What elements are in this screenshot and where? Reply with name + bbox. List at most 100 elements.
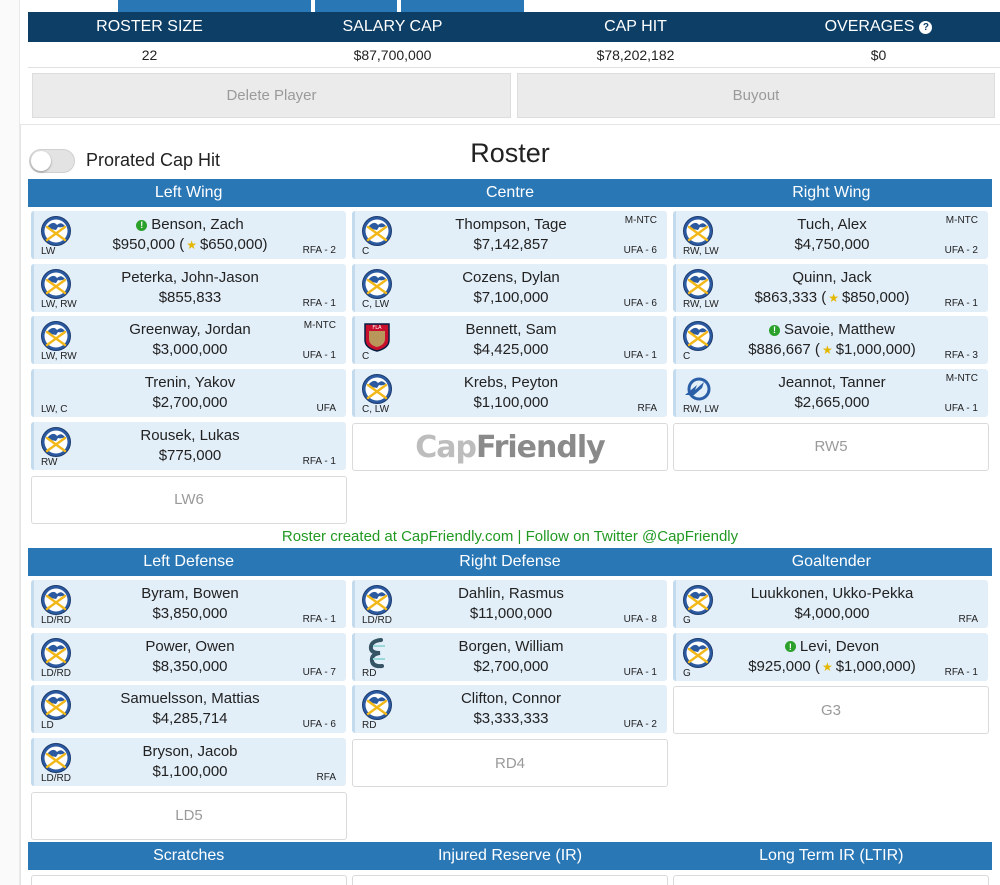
bonus-text: $650,000) — [199, 236, 268, 253]
player-card[interactable]: Peterka, John-Jason $855,833 LW, RW RFA - 1 — [31, 263, 346, 312]
player-card[interactable]: Clifton, Connor $3,333,333 RD UFA - 2 — [352, 685, 667, 734]
player-name[interactable]: Krebs, Peyton — [391, 374, 631, 391]
player-card[interactable]: ! Levi, Devon $925,000 (★ $1,000,000) G RFA -… — [673, 632, 988, 681]
top-tab-1[interactable] — [118, 0, 311, 12]
player-position: LD/RD — [41, 773, 72, 785]
player-card[interactable]: Borgen, William $2,700,000 RD UFA - 1 — [352, 632, 667, 681]
buffalo-sabres-logo-icon — [682, 584, 714, 616]
player-name[interactable]: Trenin, Yakov — [70, 374, 310, 391]
buffalo-sabres-logo-icon — [682, 268, 714, 300]
empty-slot-g3[interactable]: G3 — [673, 686, 989, 735]
bonus-text: $1,000,000) — [835, 657, 916, 675]
ltir-slot[interactable] — [673, 875, 989, 885]
player-position: LW, C — [41, 404, 68, 416]
top-tab-2[interactable] — [315, 0, 397, 12]
player-card[interactable]: Bryson, Jacob $1,100,000 LD/RD RFA — [31, 738, 346, 787]
player-card[interactable]: Power, Owen $8,350,000 LD/RD UFA - 7 — [31, 632, 346, 681]
buffalo-sabres-logo-icon — [682, 637, 714, 669]
player-name[interactable]: ! Benson, Zach — [70, 216, 310, 233]
player-name[interactable]: Bennett, Sam — [391, 321, 631, 338]
player-card[interactable]: Greenway, Jordan $3,000,000 LW, RW UFA - 1 M… — [31, 316, 346, 365]
player-name-text: Rousek, Lukas — [140, 426, 240, 444]
delete-player-button[interactable]: Delete Player — [32, 73, 511, 118]
header-long-term-ir: Long Term IR (LTIR) — [759, 847, 904, 864]
player-name[interactable]: Clifton, Connor — [391, 690, 631, 707]
player-name-text: Bryson, Jacob — [142, 743, 238, 761]
player-name[interactable]: Quinn, Jack — [712, 269, 952, 286]
salary-text: $863,333 ( — [754, 288, 827, 306]
help-icon[interactable]: ? — [919, 20, 933, 34]
player-name[interactable]: ! Levi, Devon — [712, 638, 952, 655]
player-name-text: Samuelsson, Mattias — [120, 690, 260, 708]
contract-status: UFA - 7 — [302, 666, 336, 678]
player-card[interactable]: Tuch, Alex $4,750,000 RW, LW UFA - 2 M-NTC — [673, 211, 988, 259]
player-name[interactable]: Byram, Bowen — [70, 585, 310, 602]
player-name[interactable]: Power, Owen — [70, 638, 310, 655]
player-card[interactable]: Krebs, Peyton $1,100,000 C, LW RFA — [352, 369, 667, 418]
player-name-text: Trenin, Yakov — [144, 374, 236, 392]
cap-hit-value: $78,202,182 — [596, 46, 675, 63]
player-name-text: Savoie, Matthew — [784, 321, 895, 339]
player-salary: $11,000,000 — [391, 605, 631, 622]
ir-slot[interactable] — [352, 875, 668, 885]
buffalo-sabres-logo-icon — [40, 268, 72, 300]
empty-slot-rw5[interactable]: RW5 — [673, 422, 989, 471]
player-card[interactable]: Luukkonen, Ukko-Pekka $4,000,000 G RFA — [673, 580, 988, 628]
player-card[interactable]: Rousek, Lukas $775,000 RW RFA - 1 — [31, 421, 346, 470]
top-tab-strip — [28, 0, 1000, 12]
player-name[interactable]: Jeannot, Tanner — [712, 374, 952, 391]
salary-text: $4,000,000 — [794, 605, 870, 622]
empty-slot-lw6[interactable]: LW6 — [31, 475, 347, 524]
player-card[interactable]: Cozens, Dylan $7,100,000 C, LW UFA - 6 — [352, 263, 667, 312]
player-card[interactable]: Jeannot, Tanner $2,665,000 RW, LW UFA - 1 M-… — [673, 369, 988, 418]
player-name[interactable]: Borgen, William — [391, 638, 631, 655]
salary-text: $2,700,000 — [473, 657, 549, 675]
player-name[interactable]: Thompson, Tage — [391, 216, 631, 233]
player-name[interactable]: Cozens, Dylan — [391, 269, 631, 286]
player-card[interactable]: ! Benson, Zach $950,000 (★ $650,000) LW RFA -… — [31, 211, 346, 259]
player-name[interactable]: Samuelsson, Mattias — [70, 690, 310, 707]
player-card[interactable]: Thompson, Tage $7,142,857 C UFA - 6 M-NTC — [352, 211, 667, 259]
player-position: LD/RD — [41, 667, 72, 679]
player-name[interactable]: ! Savoie, Matthew — [712, 321, 952, 338]
player-card[interactable]: ! Savoie, Matthew $886,667 (★ $1,000,000) C R… — [673, 316, 988, 365]
buyout-button[interactable]: Buyout — [517, 73, 995, 118]
player-position: G — [683, 615, 691, 626]
prorated-cap-hit-toggle[interactable] — [29, 149, 75, 173]
player-salary: $775,000 — [70, 447, 310, 464]
player-position: LD/RD — [41, 615, 72, 626]
player-name[interactable]: Tuch, Alex — [712, 216, 952, 233]
header-left-wing: Left Wing — [154, 184, 223, 201]
header-left-defense: Left Defense — [143, 553, 235, 570]
player-name[interactable]: Luukkonen, Ukko-Pekka — [712, 585, 952, 602]
contract-status: RFA - 3 — [944, 350, 978, 362]
player-position: RW, LW — [683, 246, 719, 257]
logo-friendly-text: Friendly — [476, 429, 606, 465]
empty-slot-rd4[interactable]: RD4 — [352, 739, 668, 788]
player-card[interactable]: FLA Bennett, Sam $4,425,000 C UFA - 1 — [352, 316, 667, 365]
player-name[interactable]: Greenway, Jordan — [70, 321, 310, 338]
credit-line[interactable]: Roster created at CapFriendly.com | Foll… — [281, 528, 739, 545]
roster-title: Roster — [470, 138, 550, 168]
player-card[interactable]: Trenin, Yakov $2,700,000 LW, C UFA — [31, 369, 346, 418]
player-card[interactable]: Samuelsson, Mattias $4,285,714 LD UFA - 6 — [31, 685, 346, 734]
player-name[interactable]: Rousek, Lukas — [70, 427, 310, 444]
capfriendly-logo: CapFriendly — [352, 423, 668, 471]
player-card[interactable]: Quinn, Jack $863,333 (★ $850,000) RW, LW RFA… — [673, 263, 988, 312]
player-card[interactable]: Byram, Bowen $3,850,000 LD/RD RFA - 1 — [31, 580, 346, 628]
contract-status: UFA — [316, 403, 336, 415]
player-name-text: Quinn, Jack — [792, 268, 872, 286]
trophy-icon: ★ — [828, 290, 839, 305]
player-name[interactable]: Bryson, Jacob — [70, 743, 310, 760]
scratches-slot[interactable] — [31, 875, 347, 885]
contract-status: RFA - 1 — [302, 297, 336, 309]
header-right-defense: Right Defense — [459, 553, 561, 570]
player-card[interactable]: Dahlin, Rasmus $11,000,000 LD/RD UFA - 8 — [352, 580, 667, 628]
empty-slot-ld5[interactable]: LD5 — [31, 791, 347, 840]
trade-clause-badge: M-NTC — [945, 373, 978, 385]
top-tab-3[interactable] — [401, 0, 524, 12]
player-name[interactable]: Dahlin, Rasmus — [391, 585, 631, 602]
header-goaltender: Goaltender — [791, 553, 871, 570]
player-name[interactable]: Peterka, John-Jason — [70, 269, 310, 286]
contract-status: UFA - 8 — [623, 614, 657, 625]
